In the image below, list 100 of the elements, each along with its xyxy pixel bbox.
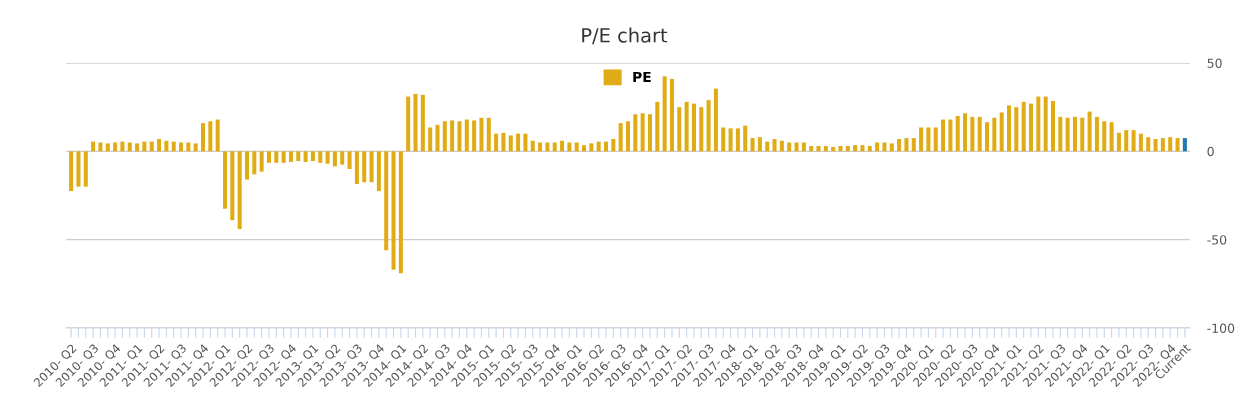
bar [1182,138,1187,152]
bar [215,119,220,152]
bar [750,138,755,152]
bar [1109,122,1114,152]
bar [743,125,748,152]
bar [201,123,206,152]
bar [1021,101,1026,152]
bar [398,151,403,274]
bar [222,151,228,209]
bar [501,132,506,152]
bar [589,143,594,152]
bar [728,128,733,152]
bar [428,127,433,152]
bar [494,133,499,152]
bar [904,138,909,152]
y-tick-label: 0 [1207,146,1214,157]
bar [684,101,689,152]
bar [721,127,726,152]
bar [274,151,279,163]
bar [1094,116,1099,152]
bar [992,117,997,152]
bar [384,151,389,251]
bar [1050,100,1055,152]
bar [1014,107,1019,152]
bar [83,151,88,187]
bar [838,146,843,152]
bar [318,151,323,163]
bar [376,151,381,192]
bar [1036,96,1041,152]
bar [149,141,154,152]
bar [618,123,623,152]
bar [252,151,257,175]
bar [735,128,740,152]
bar [135,143,140,152]
bar [244,151,249,180]
bar [867,146,872,152]
y-tick-label: -50 [1207,235,1227,245]
bar [772,138,777,152]
bar [691,103,696,152]
bar [860,145,865,152]
bar [853,145,858,152]
bar [596,141,601,152]
bar [625,121,631,152]
bar [120,141,125,152]
bar [508,135,513,152]
bar [1124,130,1129,152]
bar [91,141,96,152]
bar [633,114,638,152]
bar [889,143,894,152]
bar [816,146,821,152]
bar [985,122,990,152]
bar [948,119,953,152]
bar [523,133,528,152]
y-tick-label: -100 [1207,323,1235,333]
bar [457,121,462,152]
bar [1087,111,1092,152]
bar [655,101,660,152]
bar [640,113,645,152]
bar [941,119,946,152]
bar [582,145,587,152]
bar [347,151,352,169]
bar [1168,137,1173,152]
bar [677,107,682,152]
bar [406,96,411,152]
bar [1160,138,1165,152]
bar [1102,121,1107,152]
bar [332,151,337,167]
bar [530,140,535,152]
bar [999,112,1004,152]
bar [919,127,924,152]
bar [977,116,982,152]
bar [1146,137,1151,152]
bar [1138,133,1143,152]
bar [450,120,455,152]
bar [1153,138,1158,152]
chart-title: P/E chart [582,27,668,45]
bar [1065,117,1070,152]
bar [69,151,74,192]
bar [164,140,169,152]
bar [420,94,425,152]
bar [757,137,762,152]
bar [157,138,162,152]
bar [970,116,975,152]
bar [1058,116,1063,152]
bar [647,114,652,152]
bar [486,117,491,152]
bar [171,141,176,152]
bar [464,119,469,152]
bar [955,116,960,152]
bar [823,146,828,152]
bar [208,121,213,152]
bar [1007,105,1012,152]
bar [435,124,440,152]
bar [369,151,374,183]
bar [472,120,477,152]
bar [1175,138,1180,152]
bar [281,151,286,163]
bar [391,151,396,270]
bar [266,151,271,163]
bar [325,151,330,164]
